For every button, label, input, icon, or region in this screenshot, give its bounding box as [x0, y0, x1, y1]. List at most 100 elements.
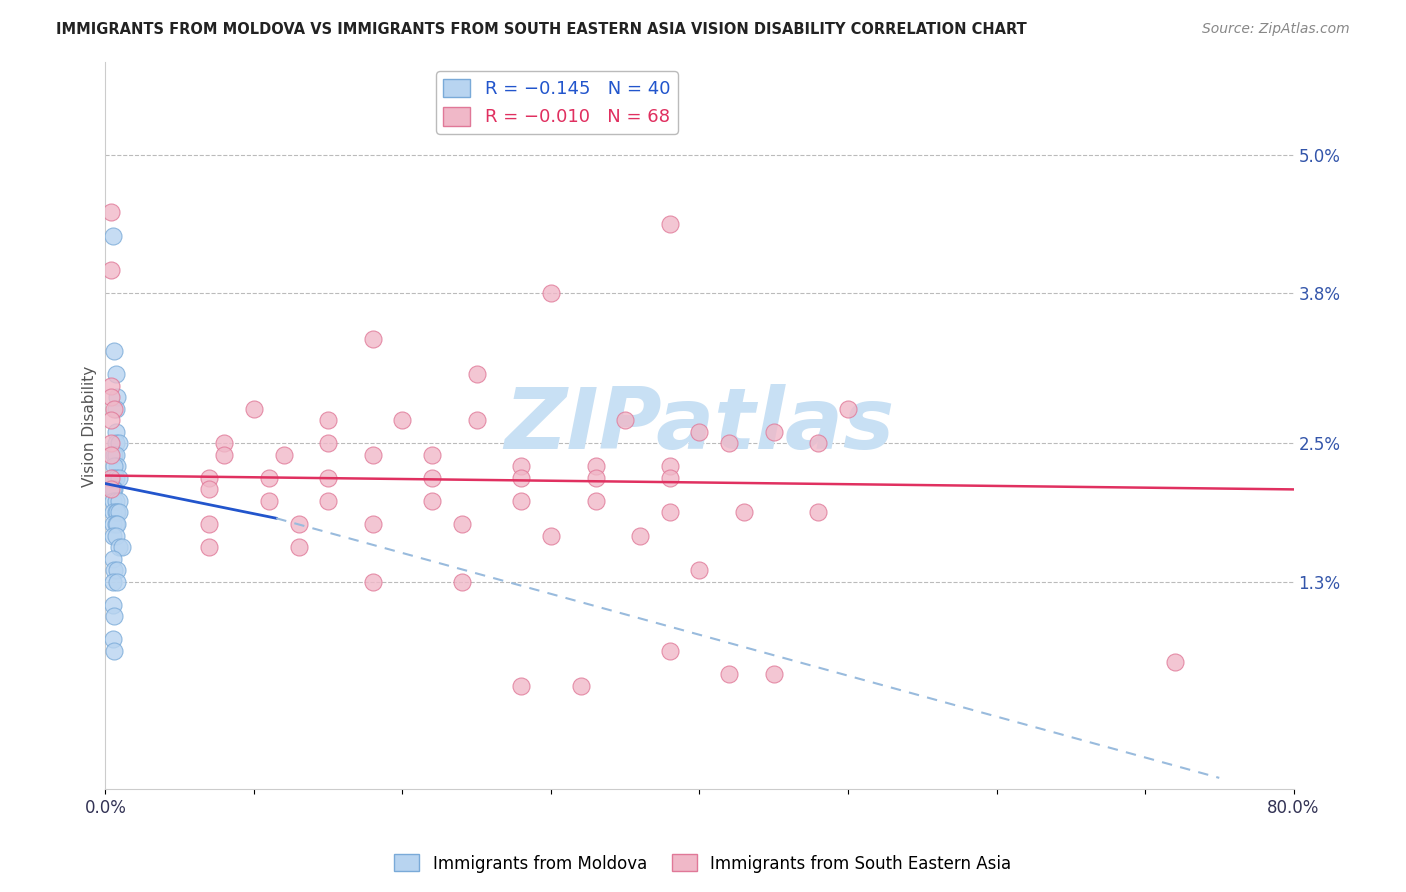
Point: [108, 494, 131, 508]
Point: [100, 390, 122, 404]
Point: [273, 448, 295, 462]
Y-axis label: Vision Disability: Vision Disability: [82, 366, 97, 486]
Text: ZIPatlas: ZIPatlas: [505, 384, 894, 467]
Point: [658, 644, 681, 658]
Point: [762, 425, 785, 439]
Point: [450, 574, 472, 589]
Point: [733, 506, 755, 520]
Point: [361, 574, 384, 589]
Point: [198, 471, 221, 485]
Point: [316, 494, 339, 508]
Point: [807, 506, 830, 520]
Point: [420, 471, 443, 485]
Point: [257, 494, 280, 508]
Point: [100, 205, 122, 219]
Legend: R = −0.145   N = 40, R = −0.010   N = 68: R = −0.145 N = 40, R = −0.010 N = 68: [436, 71, 678, 134]
Point: [108, 471, 131, 485]
Point: [510, 471, 533, 485]
Point: [585, 494, 607, 508]
Point: [585, 471, 607, 485]
Point: [101, 506, 124, 520]
Point: [658, 471, 681, 485]
Point: [510, 459, 533, 474]
Point: [420, 494, 443, 508]
Point: [105, 506, 128, 520]
Point: [257, 471, 280, 485]
Point: [104, 506, 127, 520]
Point: [718, 667, 741, 681]
Point: [100, 471, 122, 485]
Point: [198, 516, 221, 531]
Text: IMMIGRANTS FROM MOLDOVA VS IMMIGRANTS FROM SOUTH EASTERN ASIA VISION DISABILITY : IMMIGRANTS FROM MOLDOVA VS IMMIGRANTS FR…: [56, 22, 1026, 37]
Point: [569, 679, 592, 693]
Point: [1164, 656, 1187, 670]
Point: [361, 448, 384, 462]
Point: [540, 286, 562, 301]
Point: [243, 401, 266, 416]
Point: [198, 540, 221, 554]
Point: [450, 516, 472, 531]
Point: [105, 563, 128, 577]
Point: [101, 483, 124, 497]
Point: [105, 459, 128, 474]
Point: [585, 459, 607, 474]
Point: [198, 483, 221, 497]
Point: [104, 494, 127, 508]
Point: [105, 574, 128, 589]
Point: [100, 263, 122, 277]
Point: [420, 448, 443, 462]
Point: [108, 436, 131, 450]
Point: [628, 528, 651, 542]
Point: [100, 448, 122, 462]
Point: [100, 378, 122, 392]
Point: [510, 679, 533, 693]
Point: [103, 609, 125, 624]
Point: [103, 459, 125, 474]
Point: [105, 516, 128, 531]
Legend: Immigrants from Moldova, Immigrants from South Eastern Asia: Immigrants from Moldova, Immigrants from…: [388, 847, 1018, 880]
Point: [104, 401, 127, 416]
Point: [108, 506, 131, 520]
Point: [105, 390, 128, 404]
Point: [287, 516, 309, 531]
Point: [214, 448, 236, 462]
Point: [103, 401, 125, 416]
Point: [100, 413, 122, 427]
Text: Source: ZipAtlas.com: Source: ZipAtlas.com: [1202, 22, 1350, 37]
Point: [104, 471, 127, 485]
Point: [316, 413, 339, 427]
Point: [100, 483, 122, 497]
Point: [510, 494, 533, 508]
Point: [287, 540, 309, 554]
Point: [101, 494, 124, 508]
Point: [614, 413, 637, 427]
Point: [104, 448, 127, 462]
Point: [316, 471, 339, 485]
Point: [101, 598, 124, 612]
Point: [101, 551, 124, 566]
Point: [361, 332, 384, 346]
Point: [718, 436, 741, 450]
Point: [100, 436, 122, 450]
Point: [465, 367, 488, 381]
Point: [762, 667, 785, 681]
Point: [104, 425, 127, 439]
Point: [104, 436, 127, 450]
Point: [658, 217, 681, 231]
Point: [104, 528, 127, 542]
Point: [658, 506, 681, 520]
Point: [111, 540, 134, 554]
Point: [101, 574, 124, 589]
Point: [104, 367, 127, 381]
Point: [101, 228, 124, 243]
Point: [540, 528, 562, 542]
Point: [465, 413, 488, 427]
Point: [101, 632, 124, 647]
Point: [103, 343, 125, 358]
Point: [658, 459, 681, 474]
Point: [108, 540, 131, 554]
Point: [391, 413, 413, 427]
Point: [316, 436, 339, 450]
Point: [103, 644, 125, 658]
Point: [101, 528, 124, 542]
